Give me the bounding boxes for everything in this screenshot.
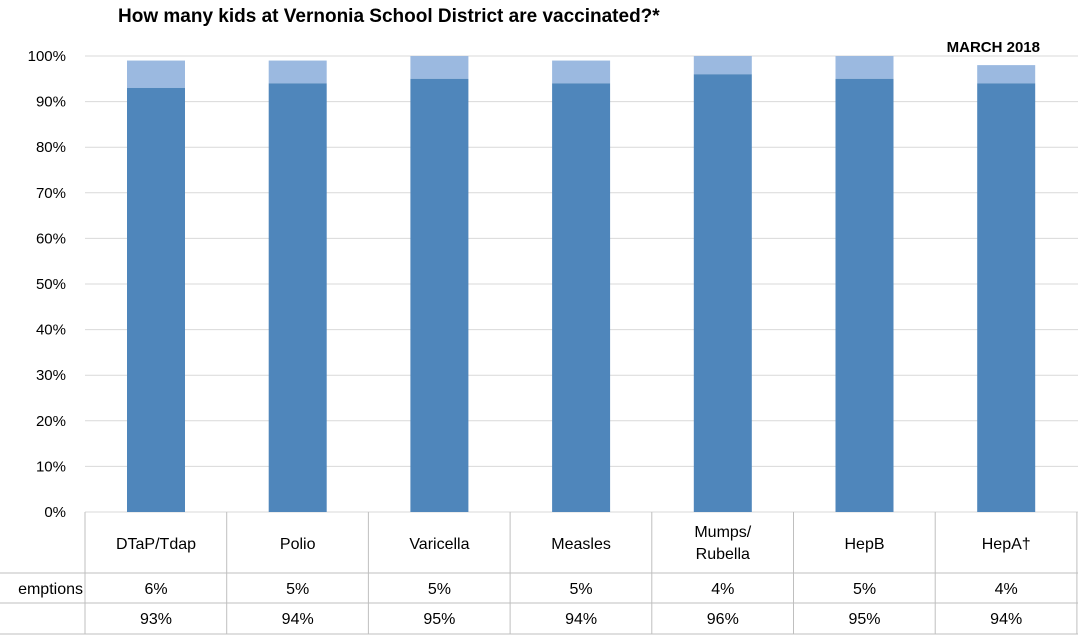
table-value-exemptions: 4%: [995, 581, 1018, 598]
y-tick-label: 60%: [36, 230, 66, 247]
category-label: DTaP/Tdap: [116, 536, 196, 553]
table-value-vaccinated: 94%: [990, 611, 1022, 628]
bar-exemptions: [552, 60, 611, 84]
table-value-exemptions: 6%: [144, 581, 167, 598]
bar-vaccinated: [268, 83, 327, 513]
bar-vaccinated: [410, 78, 469, 513]
y-tick-label: 30%: [36, 367, 66, 384]
table-value-vaccinated: 94%: [565, 611, 597, 628]
bar-vaccinated: [552, 83, 611, 513]
bar-vaccinated: [835, 78, 894, 513]
category-label: HepB: [844, 536, 884, 553]
chart-annotation: MARCH 2018: [947, 39, 1040, 56]
bar-exemptions: [693, 56, 752, 75]
category-label: Mumps/: [694, 524, 751, 541]
y-tick-label: 70%: [36, 185, 66, 202]
bar-exemptions: [835, 56, 894, 79]
category-label: Varicella: [409, 536, 469, 553]
y-tick-label: 20%: [36, 413, 66, 430]
chart-title: How many kids at Vernonia School Distric…: [118, 6, 660, 27]
table-value-vaccinated: 94%: [282, 611, 314, 628]
y-tick-label: 40%: [36, 322, 66, 339]
table-value-vaccinated: 96%: [707, 611, 739, 628]
table-value-exemptions: 4%: [711, 581, 734, 598]
y-tick-label: 100%: [28, 48, 66, 65]
table-value-exemptions: 5%: [428, 581, 451, 598]
bar-vaccinated: [127, 87, 185, 513]
y-tick-label: 0%: [44, 504, 66, 521]
table-value-vaccinated: 93%: [140, 611, 172, 628]
table-value-exemptions: 5%: [853, 581, 876, 598]
table-value-exemptions: 5%: [286, 581, 309, 598]
row-label-exemptions: emptions: [18, 581, 83, 598]
bar-exemptions: [268, 60, 327, 84]
y-tick-label: 90%: [36, 94, 66, 111]
bar-exemptions: [977, 65, 1036, 84]
category-label: Rubella: [696, 546, 750, 563]
y-tick-label: 50%: [36, 276, 66, 293]
bar-exemptions: [410, 56, 469, 79]
bar-vaccinated: [977, 83, 1036, 513]
bar-vaccinated: [693, 74, 752, 513]
category-label: Measles: [551, 536, 611, 553]
bar-exemptions: [127, 60, 185, 88]
table-value-vaccinated: 95%: [423, 611, 455, 628]
table-value-exemptions: 5%: [570, 581, 593, 598]
category-label: HepA†: [982, 536, 1031, 553]
table-value-vaccinated: 95%: [848, 611, 880, 628]
category-label: Polio: [280, 536, 316, 553]
y-tick-label: 10%: [36, 458, 66, 475]
y-tick-label: 80%: [36, 139, 66, 156]
